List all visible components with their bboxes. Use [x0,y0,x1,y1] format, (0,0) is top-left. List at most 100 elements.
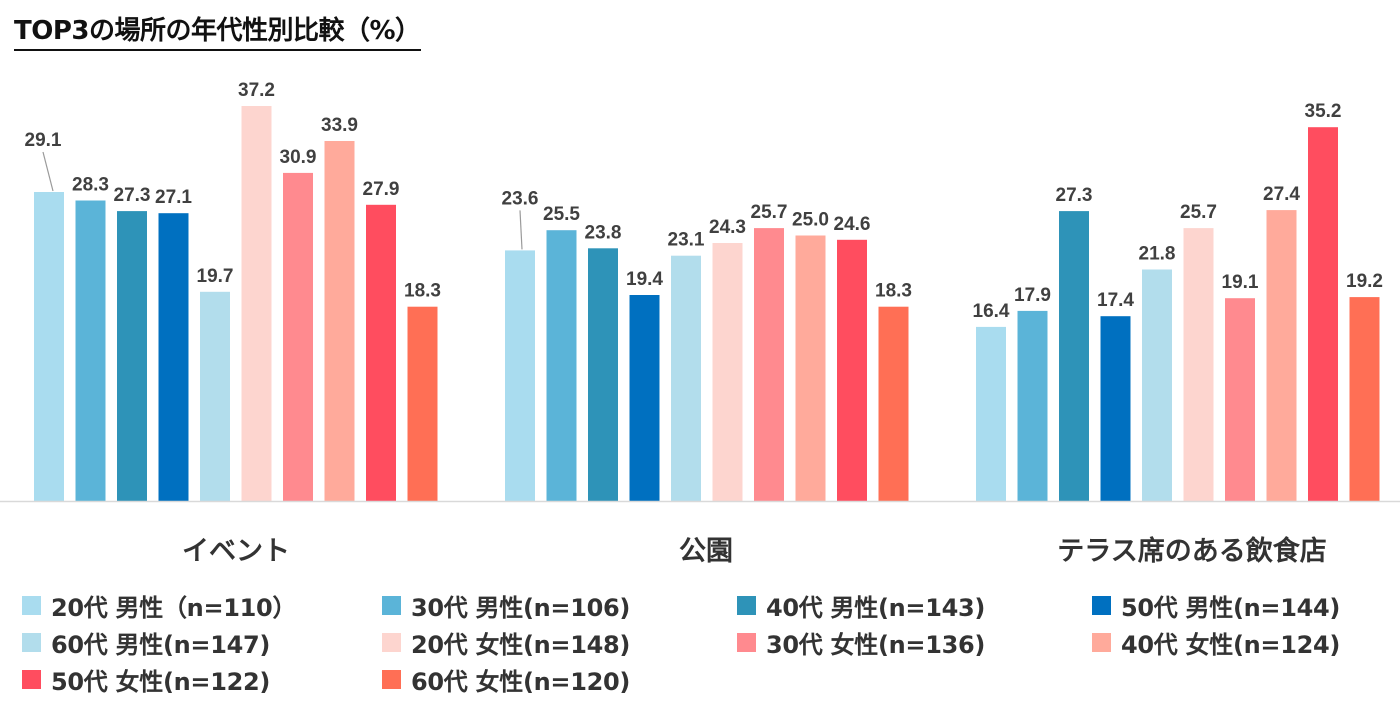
bar [158,213,189,501]
legend-label: 40代 男性(n=143) [766,594,986,622]
legend-swatch [737,596,756,615]
legend: 20代 男性（n=110） 30代 男性(n=106) 40代 男性(n=143) 5… [22,588,1392,704]
category-label: 公園 [679,536,733,567]
legend-label: 30代 女性(n=136) [766,631,986,659]
data-label: 21.8 [1139,244,1176,265]
bar [117,211,147,501]
data-label: 30.9 [280,147,317,168]
bar [976,326,1006,501]
bar [241,106,272,501]
data-label: 17.4 [1097,290,1134,311]
legend-item: 30代 女性(n=136) [737,625,985,660]
data-label: 23.6 [502,188,539,209]
data-label: 25.0 [792,210,829,231]
legend-swatch [1092,633,1111,652]
category-label: テラス席のある飲食店 [1057,535,1326,567]
legend-label: 50代 男性(n=144) [1121,594,1341,622]
data-label: 37.2 [238,80,275,101]
data-label: 19.1 [1222,272,1259,293]
bar [712,243,743,501]
legend-item: 20代 女性(n=148) [382,625,630,660]
data-label: 23.8 [585,222,622,243]
data-label: 23.1 [668,230,705,251]
data-label: 17.9 [1014,285,1051,306]
data-label: 18.3 [875,281,912,302]
legend-label: 20代 男性（n=110） [51,594,297,622]
data-label: 24.3 [709,217,746,238]
bar [34,192,64,501]
data-label: 27.3 [1056,185,1093,206]
chart-title: TOP3の場所の年代性別比較（%） [14,10,421,51]
bar [75,200,106,501]
bar [1017,310,1048,501]
bar [505,250,535,501]
legend-label: 40代 女性(n=124) [1121,631,1341,659]
bars-layer [34,106,1380,502]
bar [283,172,313,501]
legend-label: 50代 女性(n=122) [51,668,271,696]
category-labels-layer: イベント 公園 テラス席のある飲食店 [182,535,1327,567]
leader-line [42,151,54,192]
data-label: 35.2 [1305,101,1342,122]
legend-label: 30代 男性(n=106) [411,594,631,622]
leader-line [519,210,523,250]
category-label: イベント [182,536,290,567]
bar [1183,228,1214,501]
legend-swatch [737,633,756,652]
bar [324,141,355,501]
bar [629,295,660,501]
data-label: 25.5 [543,204,580,225]
legend-item: 40代 男性(n=143) [737,588,985,623]
legend-item: 40代 女性(n=124) [1092,625,1340,660]
bar [795,235,826,501]
bar [1100,316,1131,501]
data-label: 19.7 [197,266,234,287]
data-label: 27.3 [114,185,151,206]
legend-item: 30代 男性(n=106) [382,588,630,623]
data-label: 19.4 [626,269,663,290]
legend-swatch [1092,596,1111,615]
bar [1308,127,1338,501]
bar [546,230,577,501]
bar [671,255,701,501]
data-label: 27.9 [363,179,400,200]
data-label: 25.7 [1180,202,1217,223]
data-label: 24.6 [834,214,871,235]
legend-swatch [382,633,401,652]
legend-swatch [22,633,41,652]
bar [878,306,909,501]
value-labels-layer: 29.128.327.3 27.119.737.230.933.927.918.3… [25,80,1383,322]
bar [837,239,867,502]
data-label: 25.7 [751,202,788,223]
legend-label: 60代 男性(n=147) [51,631,271,659]
data-label: 27.4 [1263,184,1300,205]
bar [407,306,438,501]
bar [1225,298,1255,501]
bar [1059,211,1089,501]
legend-label: 60代 女性(n=120) [411,668,631,696]
data-label: 19.2 [1346,271,1383,292]
legend-swatch [22,596,41,615]
legend-item: 60代 女性(n=120) [382,662,630,697]
data-label: 27.1 [155,187,192,208]
data-label: 18.3 [404,281,441,302]
legend-item: 50代 男性(n=144) [1092,588,1340,623]
bar [1349,297,1380,501]
bar [1266,210,1297,501]
data-label: 33.9 [321,115,358,136]
legend-label: 20代 女性(n=148) [411,631,631,659]
bar [588,248,618,501]
legend-swatch [22,670,41,689]
legend-swatch [382,596,401,615]
legend-item: 60代 男性(n=147) [22,625,270,660]
data-label: 29.1 [25,130,62,151]
bar [1142,269,1172,501]
legend-item: 20代 男性（n=110） [22,588,296,623]
legend-swatch [382,670,401,689]
bar [366,204,396,502]
legend-item: 50代 女性(n=122) [22,662,270,697]
leader-lines-layer [42,151,523,250]
data-label: 16.4 [973,301,1010,322]
bar [754,228,784,501]
